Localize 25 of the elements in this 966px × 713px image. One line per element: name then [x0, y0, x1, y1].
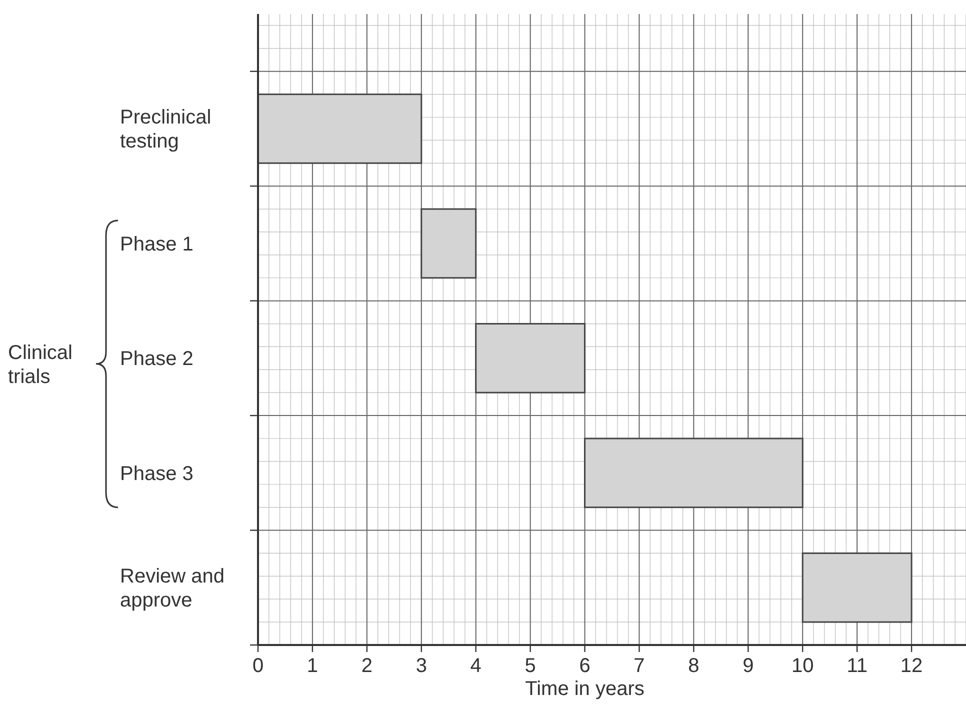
y-tick-label: Phase 3: [120, 462, 194, 485]
bar: [584, 438, 804, 508]
x-axis-title: Time in years: [525, 678, 644, 700]
text: Clinical trials: [8, 342, 72, 388]
bar: [475, 323, 586, 394]
x-tick-label: 4: [470, 655, 482, 677]
bar: [802, 552, 912, 623]
y-tick-label: Phase 2: [120, 348, 194, 370]
bar: [420, 208, 477, 279]
x-tick-label: 6: [579, 655, 590, 677]
x-tick-label: 1: [306, 655, 318, 677]
bar: [257, 94, 422, 164]
y-tick-label: Review and approve: [120, 566, 225, 612]
x-tick-label: 12: [900, 655, 923, 677]
x-tick-label: 8: [688, 655, 700, 677]
x-tick-label: 7: [634, 655, 645, 677]
x-tick-label: 9: [742, 655, 754, 677]
x-tick-label: 2: [361, 655, 372, 677]
x-tick-label: 3: [416, 655, 427, 677]
y-tick-label: Phase 1: [120, 233, 194, 256]
x-tick-label: 10: [791, 655, 814, 677]
x-tick-label: 5: [524, 655, 536, 677]
x-tick-label: 11: [846, 655, 868, 677]
y-tick-label: Preclinical testing: [120, 106, 212, 153]
x-tick-label: 0: [252, 655, 264, 677]
